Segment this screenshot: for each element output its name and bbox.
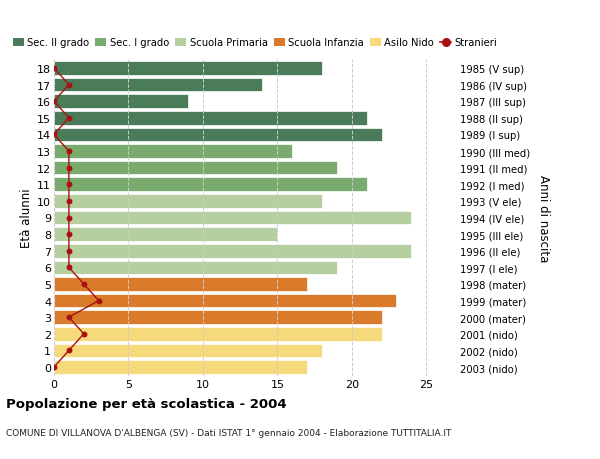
Point <box>49 131 59 139</box>
Point <box>64 115 74 122</box>
Point <box>64 82 74 89</box>
Point <box>64 181 74 189</box>
Point <box>64 314 74 321</box>
Point <box>64 148 74 155</box>
Point <box>64 247 74 255</box>
Bar <box>54 294 397 308</box>
Point <box>64 165 74 172</box>
Text: Popolazione per età scolastica - 2004: Popolazione per età scolastica - 2004 <box>6 397 287 410</box>
Point <box>79 281 89 288</box>
Bar <box>54 344 322 358</box>
Y-axis label: Anni di nascita: Anni di nascita <box>537 174 550 262</box>
Bar <box>54 327 382 341</box>
Bar <box>54 145 292 158</box>
Point <box>64 198 74 205</box>
Bar <box>54 112 367 125</box>
Point <box>49 98 59 106</box>
Bar <box>54 244 412 258</box>
Bar <box>54 78 262 92</box>
Bar <box>54 178 367 192</box>
Bar <box>54 311 382 325</box>
Y-axis label: Età alunni: Età alunni <box>20 188 33 248</box>
Bar <box>54 195 322 208</box>
Bar <box>54 278 307 291</box>
Point <box>64 264 74 271</box>
Bar <box>54 95 188 109</box>
Point <box>79 330 89 338</box>
Bar <box>54 360 307 374</box>
Text: COMUNE DI VILLANOVA D'ALBENGA (SV) - Dati ISTAT 1° gennaio 2004 - Elaborazione T: COMUNE DI VILLANOVA D'ALBENGA (SV) - Dat… <box>6 428 451 437</box>
Point <box>64 347 74 354</box>
Bar <box>54 62 322 76</box>
Point <box>49 65 59 73</box>
Bar <box>54 211 412 225</box>
Bar <box>54 162 337 175</box>
Point <box>49 364 59 371</box>
Legend: Sec. II grado, Sec. I grado, Scuola Primaria, Scuola Infanzia, Asilo Nido, Stran: Sec. II grado, Sec. I grado, Scuola Prim… <box>13 39 497 48</box>
Point <box>94 297 103 305</box>
Point <box>64 214 74 222</box>
Bar <box>54 129 382 142</box>
Bar <box>54 228 277 241</box>
Point <box>64 231 74 238</box>
Bar <box>54 261 337 274</box>
